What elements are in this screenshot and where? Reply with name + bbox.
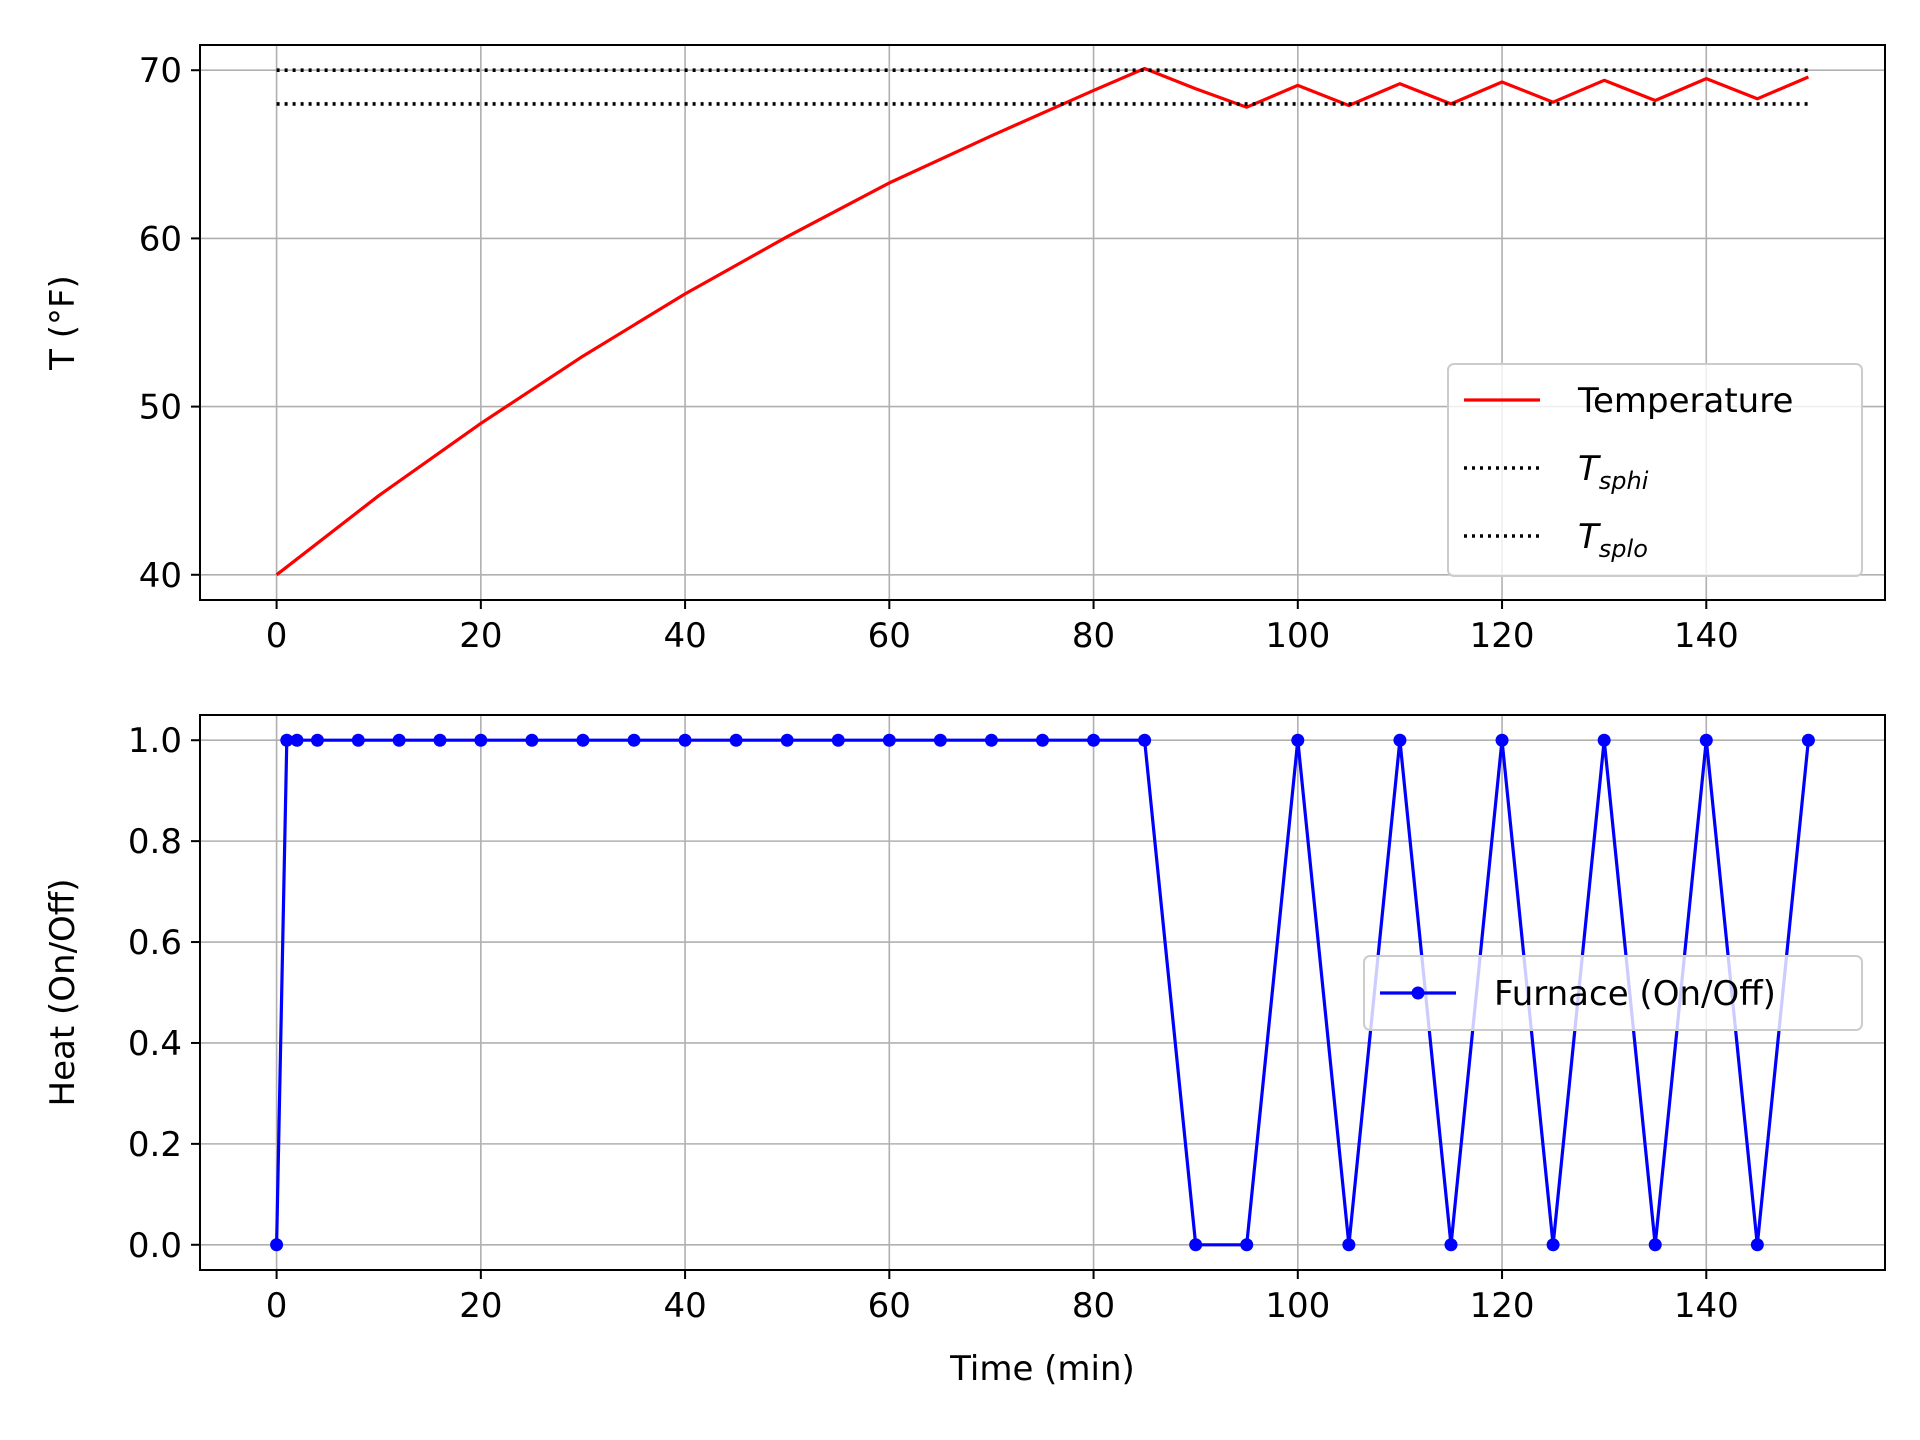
data-point	[290, 733, 304, 747]
legend-label-subscript: sphi	[1599, 467, 1649, 495]
data-point	[351, 733, 365, 747]
x-tick-label: 140	[1674, 616, 1739, 656]
x-tick-label: 40	[663, 616, 706, 656]
data-point	[1138, 733, 1152, 747]
heat-axes-frame	[199, 714, 1886, 1271]
x-tick-label: 0	[266, 616, 288, 656]
data-point	[1648, 1238, 1662, 1252]
temperature-axes-frame	[199, 44, 1886, 601]
data-point	[627, 733, 641, 747]
legend-box	[1447, 363, 1863, 577]
y-tick-label: 50	[139, 388, 182, 428]
legend-marker	[1411, 986, 1425, 1000]
data-point	[1393, 733, 1407, 747]
heat-y-ticks: 0.0 0.2 0.4 0.6 0.8 1.0	[128, 721, 200, 1266]
data-point	[576, 733, 590, 747]
data-point	[1801, 733, 1815, 747]
data-point	[392, 733, 406, 747]
data-point	[1291, 733, 1305, 747]
heat-subplot: 0 20 40 60 80 100 120 140 0.0 0.2 0.4 0.6 0.8 1.0 He…	[43, 714, 1886, 1389]
y-tick-label: 60	[139, 219, 182, 259]
legend-label: Furnace (On/Off)	[1494, 974, 1776, 1014]
x-tick-label: 80	[1072, 616, 1115, 656]
temperature-y-axis-label: T (°F)	[43, 275, 83, 371]
data-point	[1036, 733, 1049, 747]
data-point	[678, 733, 692, 747]
data-point	[433, 733, 447, 747]
x-tick-label: 60	[868, 616, 911, 656]
y-tick-label: 0.4	[128, 1024, 182, 1064]
x-tick-label: 20	[459, 616, 502, 656]
legend-label: Temperature	[1577, 381, 1793, 421]
x-tick-label: 120	[1470, 616, 1535, 656]
data-point	[780, 733, 794, 747]
data-point	[310, 733, 324, 747]
data-point	[1342, 1238, 1356, 1252]
data-point	[1495, 733, 1509, 747]
heat-y-axis-label: Heat (On/Off)	[43, 879, 83, 1107]
data-point	[831, 733, 845, 747]
series-line-0	[275, 66, 1810, 577]
data-point	[729, 733, 743, 747]
temperature-x-ticks: 0 20 40 60 80 100 120 140	[266, 600, 1739, 656]
data-point	[933, 733, 947, 747]
y-tick-label: 0.0	[128, 1226, 182, 1266]
y-tick-label: 0.8	[128, 822, 182, 862]
y-tick-label: 40	[139, 556, 182, 596]
legend-label: Tsplo	[1578, 517, 1648, 563]
heat-x-ticks: 0 20 40 60 80 100 120 140	[266, 1270, 1739, 1326]
data-point	[984, 733, 998, 747]
data-point	[1597, 733, 1611, 747]
y-tick-label: 1.0	[128, 721, 182, 761]
x-tick-label: 80	[1072, 1286, 1115, 1326]
data-point	[1444, 1238, 1458, 1252]
y-tick-label: 0.2	[128, 1125, 182, 1165]
data-point	[474, 733, 488, 747]
data-point	[882, 733, 896, 747]
heat-legend: Furnace (On/Off)	[1363, 955, 1863, 1031]
data-point	[270, 1238, 284, 1252]
y-tick-label: 70	[139, 51, 182, 91]
legend-label-main: T	[1578, 449, 1601, 489]
x-tick-label: 60	[868, 1286, 911, 1326]
data-point	[1087, 733, 1101, 747]
x-tick-label: 120	[1470, 1286, 1535, 1326]
data-point	[1240, 1238, 1254, 1252]
x-tick-label: 100	[1265, 1286, 1330, 1326]
legend-box	[1363, 955, 1863, 1031]
heat-x-axis-label: Time (min)	[949, 1349, 1135, 1389]
x-tick-label: 40	[663, 1286, 706, 1326]
x-tick-label: 0	[266, 1286, 288, 1326]
temperature-plot-area	[275, 66, 1810, 577]
x-tick-label: 20	[459, 1286, 502, 1326]
temperature-y-ticks: 40 50 60 70	[139, 51, 200, 596]
temperature-subplot: 0 20 40 60 80 100 120 140 40 50 60 70 T (°F) Tempe…	[43, 44, 1886, 656]
data-point	[1699, 733, 1713, 747]
data-point	[525, 733, 539, 747]
data-point	[1189, 1238, 1203, 1252]
x-tick-label: 100	[1265, 616, 1330, 656]
y-tick-label: 0.6	[128, 923, 182, 963]
data-point	[280, 733, 294, 747]
legend-label-subscript: splo	[1599, 535, 1648, 563]
data-point	[1750, 1238, 1764, 1252]
legend-label: Tsphi	[1578, 449, 1649, 495]
data-point	[1546, 1238, 1560, 1252]
x-tick-label: 140	[1674, 1286, 1739, 1326]
legend-label-main: T	[1578, 517, 1601, 557]
